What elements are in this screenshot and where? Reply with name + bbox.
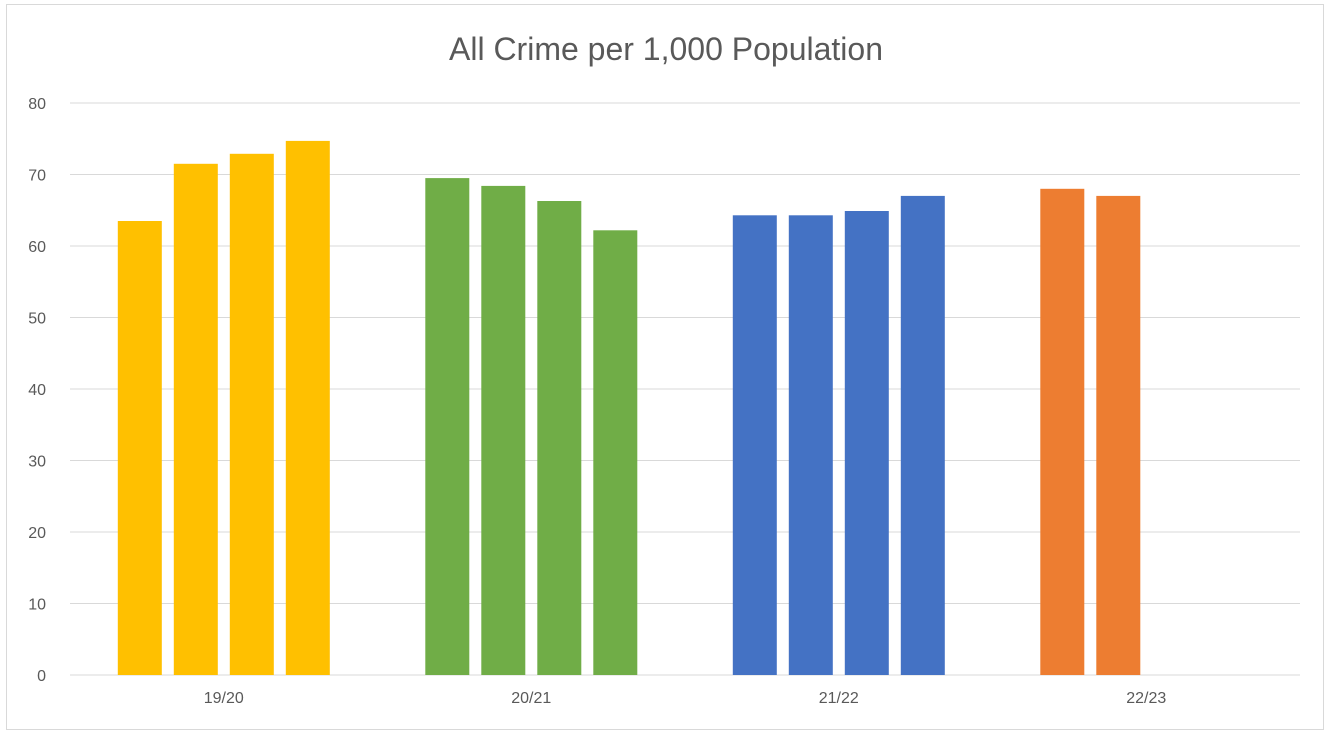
x-tick-label: 22/23 bbox=[1126, 690, 1166, 707]
gridlines bbox=[70, 102, 1300, 676]
y-tick-label: 70 bbox=[28, 168, 46, 185]
x-tick-label: 20/21 bbox=[511, 690, 551, 707]
bar-21-22-2 bbox=[788, 215, 833, 676]
bar-19-20-3 bbox=[229, 153, 274, 676]
bar-22-23-2 bbox=[1096, 195, 1141, 675]
y-tick-label: 50 bbox=[28, 311, 46, 328]
bar-20-21-3 bbox=[537, 201, 582, 675]
y-tick-label: 30 bbox=[28, 454, 46, 471]
bar-22-23-1 bbox=[1040, 188, 1085, 676]
bar-19-20-1 bbox=[117, 221, 162, 675]
y-tick-label: 40 bbox=[28, 382, 46, 399]
bar-20-21-1 bbox=[425, 178, 470, 675]
bar-19-20-4 bbox=[285, 140, 330, 675]
chart-title: All Crime per 1,000 Population bbox=[449, 31, 883, 67]
y-tick-label: 20 bbox=[28, 525, 46, 542]
bar-20-21-4 bbox=[593, 230, 638, 676]
y-tick-label: 60 bbox=[28, 239, 46, 256]
bar-21-22-1 bbox=[732, 215, 777, 676]
y-axis-ticks: 0 10 20 30 40 50 60 70 80 bbox=[28, 96, 46, 685]
x-tick-label: 19/20 bbox=[204, 690, 244, 707]
bar-20-21-2 bbox=[481, 185, 526, 675]
y-tick-label: 80 bbox=[28, 96, 46, 113]
y-tick-label: 0 bbox=[37, 668, 46, 685]
y-tick-label: 10 bbox=[28, 597, 46, 614]
bar-21-22-3 bbox=[844, 211, 889, 675]
bar-21-22-4 bbox=[900, 195, 945, 675]
x-tick-label: 21/22 bbox=[819, 690, 859, 707]
x-axis-ticks: 19/20 20/21 21/22 22/23 bbox=[204, 690, 1167, 707]
bars bbox=[117, 140, 1141, 676]
bar-19-20-2 bbox=[173, 163, 218, 676]
